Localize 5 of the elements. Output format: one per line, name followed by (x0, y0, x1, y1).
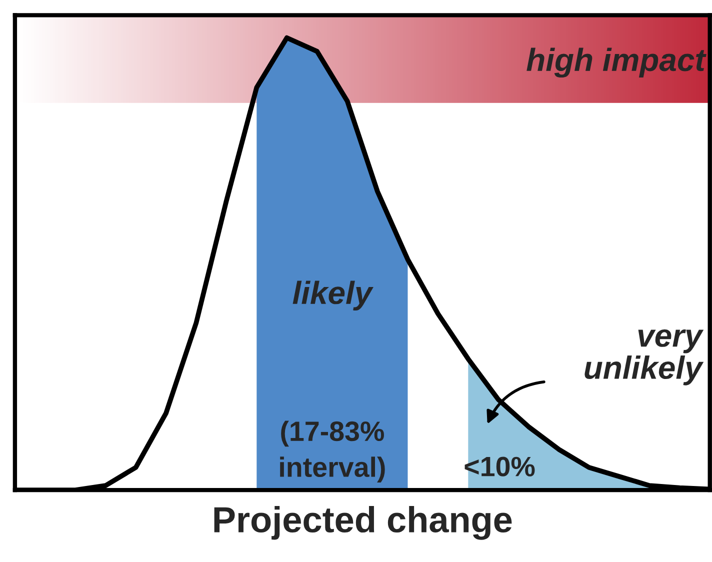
annotation: likely (292, 280, 374, 310)
annotation: very unlikely (584, 329, 704, 386)
annotation: (17-83% interval) (280, 420, 385, 483)
x-axis-title: Projected change (214, 506, 512, 540)
annotation: high impact (526, 48, 706, 78)
